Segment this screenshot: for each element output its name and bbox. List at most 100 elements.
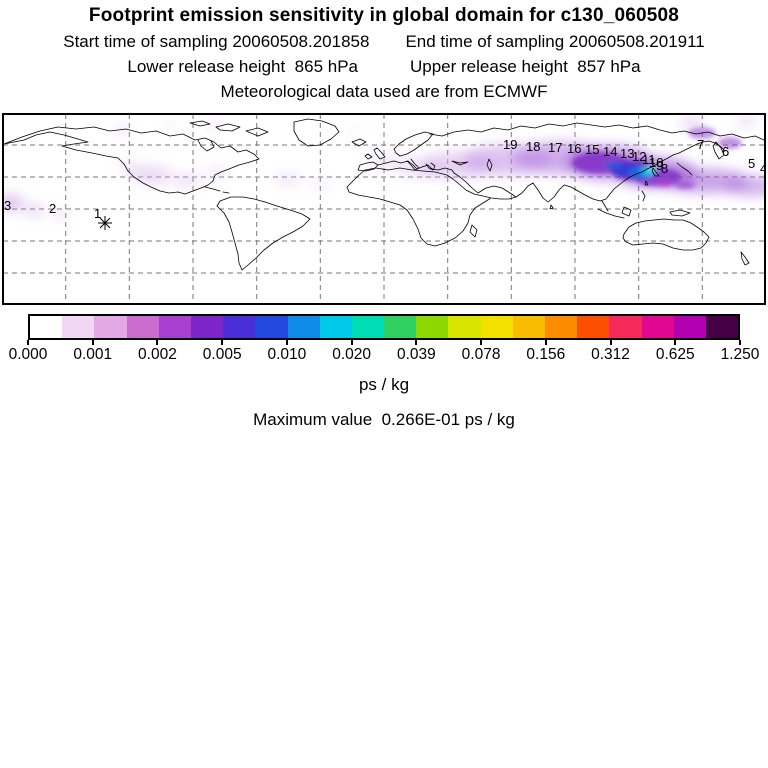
- colorbar-tick: [27, 340, 29, 345]
- met-data-line: Meteorological data used are from ECMWF: [0, 82, 768, 102]
- colorbar-boundary-label: 0.312: [591, 346, 630, 363]
- met-data-text: Meteorological data used are from ECMWF: [220, 82, 548, 101]
- colorbar-tick: [350, 340, 353, 345]
- colorbar-cell: [30, 316, 63, 338]
- coastline-caribbean: [204, 186, 230, 194]
- figure-title: Footprint emission sensitivity in global…: [88, 5, 680, 26]
- coastline-scandinavia: [393, 131, 434, 157]
- coastline-iberia: [357, 161, 379, 172]
- track-label-3: 3: [4, 198, 11, 213]
- track-label-12: 12: [632, 149, 646, 164]
- plume-blob: [310, 179, 330, 189]
- colorbar-tick: [609, 340, 612, 345]
- track-label-4: 4: [760, 161, 766, 176]
- coastline-arctic-islands: [189, 120, 269, 137]
- plume-blob: [172, 173, 202, 187]
- coastline-eurasia-north: [429, 122, 765, 141]
- lower-release-text: Lower release height 865 hPa: [127, 57, 358, 76]
- colorbar-boundary-label: 0.002: [138, 346, 177, 363]
- coastline-british-isles: [364, 147, 386, 160]
- track-label-17: 17: [548, 140, 562, 155]
- plume-blob: [205, 167, 229, 179]
- maximum-value-line: Maximum value 0.266E-01 ps / kg: [0, 410, 768, 430]
- graticule-gridlines: [3, 114, 765, 304]
- coastline-japan: [676, 162, 693, 176]
- colorbar-cell: [62, 316, 95, 338]
- coastline-hudson-bay: [197, 139, 215, 152]
- colorbar-boundary-label: 0.020: [332, 346, 372, 363]
- track-label-9: 9: [656, 158, 663, 173]
- track-label-10: 10: [649, 155, 663, 170]
- plume-blob: [348, 127, 360, 133]
- coastline-kamchatka: [712, 141, 725, 160]
- colorbar-cell: [94, 316, 127, 338]
- coastline-asia-south: [453, 140, 726, 203]
- upper-release-text: Upper release height 857 hPa: [410, 57, 641, 76]
- plume-blob: [0, 195, 24, 211]
- maximum-value-text: Maximum value 0.266E-01 ps / kg: [253, 410, 515, 429]
- plume-blob: [24, 204, 44, 216]
- coastline-southeast-asia-islands: [549, 200, 691, 219]
- coastline-new-zealand: [740, 251, 750, 266]
- colorbar-tick: [480, 340, 483, 345]
- colorbar-cell: [416, 316, 449, 338]
- release-location-marker: [98, 216, 112, 230]
- plume-blob: [680, 118, 704, 128]
- colorbar-ticks: [27, 340, 741, 345]
- colorbar-tick: [221, 340, 224, 345]
- coastline-north-america: [3, 126, 260, 195]
- colorbar-cell: [319, 316, 352, 338]
- colorbar-cell: [705, 316, 739, 338]
- colorbar-boundary-label: 0.005: [202, 346, 242, 363]
- colorbar-tick: [91, 340, 94, 345]
- coastline-australia: [622, 218, 710, 251]
- colorbar-boundary-label: 0.010: [267, 346, 307, 363]
- track-label-8: 8: [661, 161, 668, 176]
- colorbar-cell: [158, 316, 191, 338]
- release-heights-line: Lower release height 865 hPa Upper relea…: [0, 57, 768, 77]
- track-label-14: 14: [603, 144, 617, 159]
- colorbar-tick: [674, 340, 677, 345]
- map-frame: [2, 113, 766, 305]
- coastline-south-america: [216, 196, 311, 271]
- colorbar-tick: [739, 340, 741, 345]
- plume-blob: [119, 162, 141, 172]
- track-label-13: 13: [620, 146, 634, 161]
- colorbar-boundary-label: 0.001: [73, 346, 113, 363]
- colorbar-cell: [545, 316, 578, 338]
- colorbar-cell: [577, 316, 610, 338]
- coastline-africa: [346, 167, 492, 247]
- plume-blob: [114, 126, 130, 134]
- colorbar-cell: [255, 316, 288, 338]
- track-label-16: 16: [567, 141, 581, 156]
- plume-blob: [736, 117, 756, 125]
- plume-blob: [605, 161, 623, 169]
- colorbar-cell: [190, 316, 224, 338]
- colorbar-boundary-label: 0.000: [8, 346, 48, 363]
- plume-blob: [675, 181, 695, 189]
- colorbar-units-label: ps / kg: [358, 375, 410, 394]
- colorbar-cell: [448, 316, 481, 338]
- plume-blob: [164, 123, 176, 129]
- colorbar-tick: [415, 340, 418, 345]
- coastline-madagascar: [469, 224, 478, 238]
- track-label-19: 19: [503, 137, 517, 152]
- track-label-15: 15: [585, 142, 599, 157]
- coastline-korea: [651, 167, 660, 177]
- track-label-1: 1: [94, 206, 101, 221]
- colorbar-cells: [28, 314, 740, 340]
- coastline-taiwan-philippines: [641, 180, 649, 202]
- plume-blob: [275, 173, 301, 185]
- colorbar-boundary-label: 1.250: [720, 346, 760, 363]
- colorbar-boundary-labels: 0.000 0.001 0.002 0.005 0.010 0.020 0.039 0.078…: [9, 346, 760, 366]
- plume-blob: [207, 121, 221, 129]
- colorbar-cell: [351, 316, 385, 338]
- coastline-mediterranean-north: [377, 158, 455, 174]
- colorbar-boundary-label: 0.039: [396, 346, 436, 363]
- track-label-5: 5: [748, 156, 755, 171]
- coastlines: [3, 118, 765, 271]
- colorbar-tick: [285, 340, 288, 345]
- track-label-2: 2: [49, 201, 56, 216]
- colorbar-cell: [609, 316, 642, 338]
